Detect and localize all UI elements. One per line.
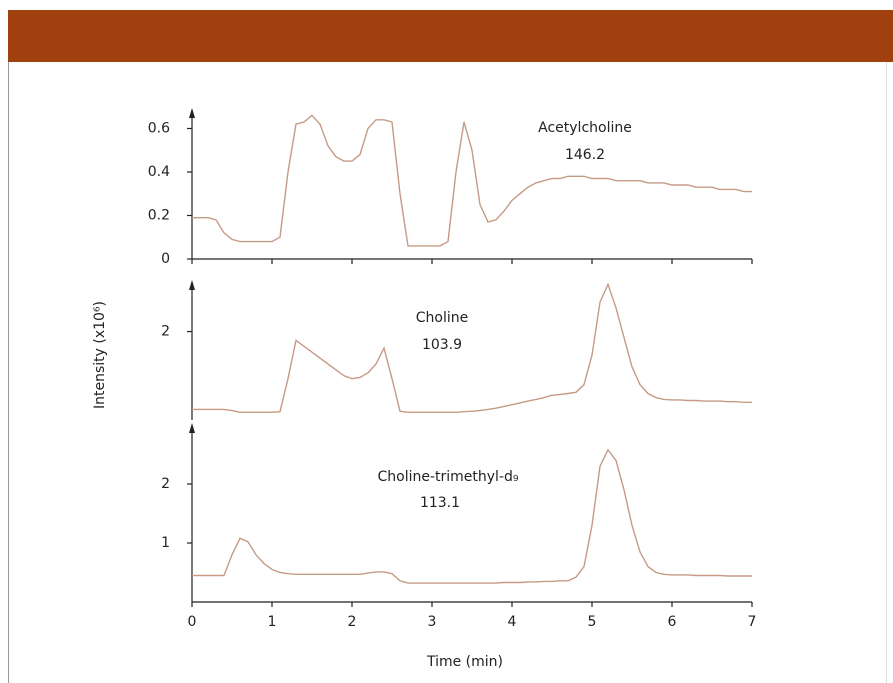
y-tick-label: 0.6 xyxy=(148,120,170,136)
annotation: Choline xyxy=(416,310,468,326)
x-tick-label: 5 xyxy=(588,614,597,630)
y-tick-label: 0.4 xyxy=(148,164,170,180)
y-axis-arrow xyxy=(189,423,195,433)
header-bar xyxy=(8,10,893,62)
annotation: 113.1 xyxy=(420,495,460,511)
x-axis-label: Time (min) xyxy=(426,654,503,670)
y-axis-arrow xyxy=(189,108,195,118)
annotation: 103.9 xyxy=(422,337,462,353)
y-tick-label: 0 xyxy=(161,251,170,267)
x-tick-label: 2 xyxy=(348,614,357,630)
x-tick-label: 6 xyxy=(668,614,677,630)
y-axis-label: Intensity (x10⁶) xyxy=(92,301,108,409)
y-tick-label: 2 xyxy=(161,324,170,340)
y-tick-label: 1 xyxy=(161,535,170,551)
trace xyxy=(192,282,752,413)
y-axis-arrow xyxy=(189,280,195,290)
annotation: Choline-trimethyl-d₉ xyxy=(377,469,518,485)
y-tick-label: 2 xyxy=(161,476,170,492)
trace xyxy=(192,114,752,247)
x-tick-label: 4 xyxy=(508,614,517,630)
annotation: Acetylcholine xyxy=(538,120,632,136)
trace xyxy=(192,448,752,584)
x-tick-label: 3 xyxy=(428,614,437,630)
annotation: 146.2 xyxy=(565,147,605,163)
x-tick-label: 1 xyxy=(268,614,277,630)
y-tick-label: 0.2 xyxy=(148,207,170,223)
x-tick-label: 0 xyxy=(188,614,197,630)
x-tick-label: 7 xyxy=(748,614,757,630)
